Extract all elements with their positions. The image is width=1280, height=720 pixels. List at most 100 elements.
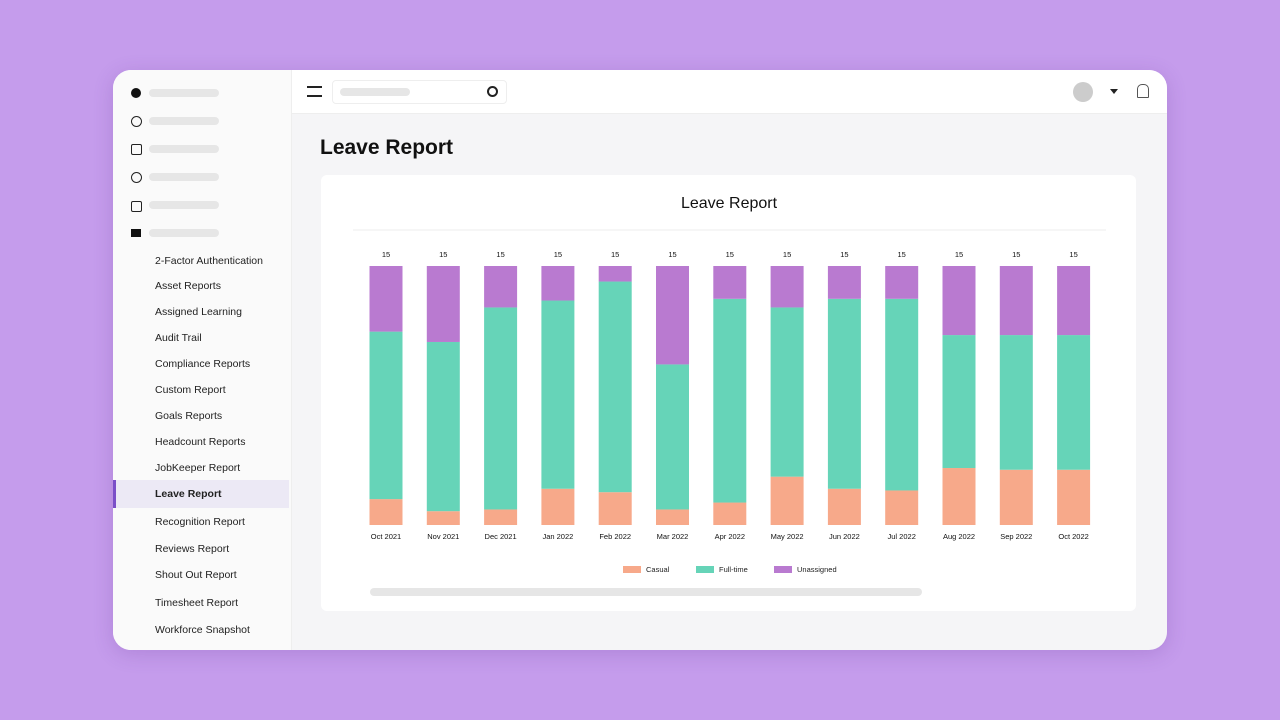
bar-segment bbox=[999, 335, 1033, 470]
bar-segment bbox=[369, 331, 403, 500]
bar-segment bbox=[656, 266, 689, 365]
total-label: 15 bbox=[1012, 250, 1020, 259]
bar-segment bbox=[656, 364, 689, 510]
total-label: 15 bbox=[955, 250, 963, 259]
page-title: Leave Report bbox=[320, 136, 454, 159]
total-label: 15 bbox=[382, 250, 390, 259]
x-tick-label: May 2022 bbox=[771, 532, 804, 541]
bar-segment bbox=[541, 488, 575, 525]
bar-segment bbox=[369, 266, 403, 332]
menu-item[interactable]: 2-Factor Authentication bbox=[155, 255, 263, 267]
menu-item[interactable]: Audit Trail bbox=[155, 332, 202, 344]
menu-item[interactable]: JobKeeper Report bbox=[155, 462, 241, 474]
menu-toggle[interactable] bbox=[307, 86, 322, 97]
icon bbox=[131, 88, 141, 98]
bar-segment bbox=[426, 341, 460, 512]
bar-segment bbox=[942, 468, 976, 525]
bar-segment bbox=[1057, 266, 1091, 336]
bar-segment bbox=[598, 281, 632, 493]
total-label: 15 bbox=[898, 250, 906, 259]
menu-item[interactable]: Timesheet Report bbox=[155, 597, 239, 609]
x-tick-label: Dec 2021 bbox=[485, 532, 517, 541]
menu-item[interactable]: Recognition Report bbox=[155, 516, 245, 528]
bar-segment bbox=[484, 509, 518, 525]
icon[interactable] bbox=[131, 144, 142, 155]
bar-segment bbox=[827, 298, 861, 489]
total-label: 15 bbox=[496, 250, 504, 259]
bar-segment bbox=[1057, 469, 1091, 525]
x-tick-label: Nov 2021 bbox=[427, 532, 459, 541]
legend-label: Casual bbox=[646, 565, 670, 574]
notification-bell[interactable] bbox=[1137, 84, 1149, 98]
x-tick-label: Apr 2022 bbox=[715, 532, 745, 541]
total-label: 15 bbox=[439, 250, 447, 259]
x-tick-label: Jul 2022 bbox=[888, 532, 916, 541]
chart: Leave Report 15 Oct 2021 15 Nov 2021 15 Dec 2… bbox=[353, 195, 1106, 596]
bar-segment bbox=[770, 476, 804, 525]
menu-item[interactable]: Goals Reports bbox=[155, 410, 223, 422]
bar-segment bbox=[426, 266, 460, 342]
legend-swatch bbox=[623, 566, 641, 573]
bar-segment bbox=[484, 266, 518, 308]
placeholder bbox=[149, 117, 219, 125]
bar-segment bbox=[885, 266, 919, 299]
placeholder bbox=[149, 145, 219, 153]
x-tick-label: Jan 2022 bbox=[542, 532, 573, 541]
placeholder bbox=[340, 88, 410, 96]
chart-title: Leave Report bbox=[681, 195, 778, 212]
menu-item[interactable]: Leave Report bbox=[113, 480, 289, 508]
total-label: 15 bbox=[611, 250, 619, 259]
sidebar: 2-Factor Authentication Asset Reports Assi… bbox=[113, 70, 292, 650]
bar-segment bbox=[426, 511, 460, 525]
bar-segment bbox=[713, 266, 747, 299]
top-bar bbox=[292, 70, 1167, 114]
menu-item[interactable]: Workforce Snapshot bbox=[155, 624, 250, 636]
bar-segment bbox=[1057, 335, 1091, 470]
placeholder bbox=[149, 173, 219, 181]
bar-segment bbox=[598, 492, 632, 525]
total-label: 15 bbox=[783, 250, 791, 259]
menu-item[interactable]: Compliance Reports bbox=[155, 358, 251, 370]
icon[interactable] bbox=[131, 172, 142, 183]
x-tick-label: Oct 2021 bbox=[371, 532, 401, 541]
x-tick-label: Oct 2022 bbox=[1058, 532, 1088, 541]
bar-segment bbox=[713, 502, 747, 525]
icon[interactable] bbox=[131, 201, 142, 212]
bar-segment bbox=[541, 300, 575, 489]
bar-segment bbox=[827, 488, 861, 525]
placeholder bbox=[149, 89, 219, 97]
total-label: 15 bbox=[554, 250, 562, 259]
bar-segment bbox=[999, 266, 1033, 336]
menu-item[interactable]: Reviews Report bbox=[155, 543, 230, 555]
bar-segment bbox=[656, 509, 689, 525]
scrollbar[interactable] bbox=[370, 588, 922, 596]
x-tick-label: Aug 2022 bbox=[943, 532, 975, 541]
menu-item[interactable]: Headcount Reports bbox=[155, 436, 246, 448]
bar-segment bbox=[885, 490, 919, 525]
search-box[interactable] bbox=[332, 80, 507, 104]
legend-swatch bbox=[774, 566, 792, 573]
dropdown-arrow[interactable] bbox=[1110, 89, 1118, 98]
icon[interactable] bbox=[131, 116, 142, 127]
x-tick-label: Jun 2022 bbox=[829, 532, 860, 541]
menu-item[interactable]: Assigned Learning bbox=[155, 306, 242, 318]
bar-segment bbox=[598, 266, 632, 282]
bar-segment bbox=[770, 307, 804, 477]
menu-item[interactable]: Custom Report bbox=[155, 384, 226, 396]
legend-swatch bbox=[696, 566, 714, 573]
bar-segment bbox=[827, 266, 861, 299]
avatar[interactable] bbox=[1073, 82, 1093, 102]
x-tick-label: Mar 2022 bbox=[657, 532, 689, 541]
menu-item[interactable]: Asset Reports bbox=[155, 280, 221, 292]
bar-segment bbox=[942, 266, 976, 336]
app-window: 2-Factor Authentication Asset Reports Assi… bbox=[113, 70, 1167, 650]
search-icon bbox=[487, 86, 498, 97]
legend-label: Unassigned bbox=[797, 565, 837, 574]
bar-segment bbox=[942, 335, 976, 469]
placeholder bbox=[149, 201, 219, 209]
total-label: 15 bbox=[1069, 250, 1077, 259]
icon[interactable] bbox=[131, 229, 141, 237]
legend-label: Full-time bbox=[719, 565, 748, 574]
menu-item[interactable]: Shout Out Report bbox=[155, 569, 237, 581]
